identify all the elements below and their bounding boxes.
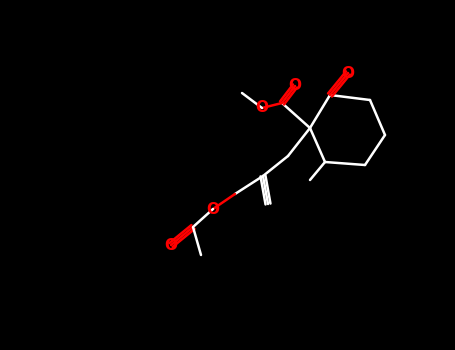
Text: O: O xyxy=(165,238,177,252)
Text: O: O xyxy=(256,100,268,116)
Text: O: O xyxy=(207,202,219,217)
Text: O: O xyxy=(288,78,302,93)
Text: O: O xyxy=(342,65,354,80)
